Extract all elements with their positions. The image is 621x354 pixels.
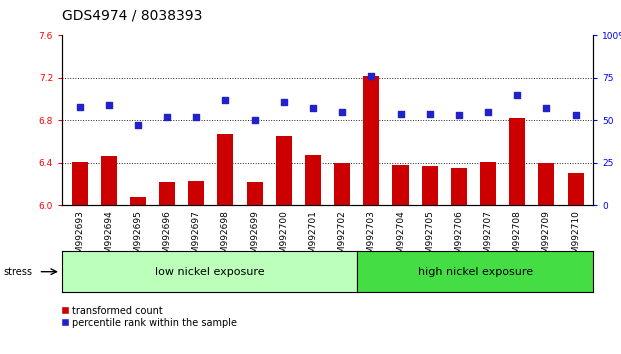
Point (396, 111, 406, 116)
Point (162, 114, 172, 120)
Point (366, 73, 376, 79)
Bar (276, 136, 292, 205)
Point (133, 122, 143, 128)
Point (337, 109, 347, 115)
Point (104, 102, 114, 108)
Point (191, 114, 201, 120)
Point (571, 113, 581, 118)
Point (220, 97, 230, 103)
Bar (217, 134, 233, 205)
Bar (422, 166, 438, 205)
Bar (71, 162, 88, 205)
Point (542, 105, 551, 111)
Text: stress: stress (3, 267, 32, 277)
Point (75, 104, 84, 110)
Point (279, 99, 289, 104)
Text: low nickel exposure: low nickel exposure (155, 267, 265, 277)
Bar (101, 156, 117, 205)
Bar (305, 155, 321, 205)
Bar (363, 76, 379, 205)
Point (483, 109, 493, 115)
Bar (480, 162, 496, 205)
Bar (334, 163, 350, 205)
Text: high nickel exposure: high nickel exposure (417, 267, 533, 277)
Bar (392, 165, 409, 205)
Bar (159, 182, 175, 205)
Point (250, 118, 260, 123)
Bar (247, 182, 263, 205)
Point (425, 111, 435, 116)
Bar (130, 197, 146, 205)
Bar (509, 118, 525, 205)
Legend: transformed count, percentile rank within the sample: transformed count, percentile rank withi… (61, 306, 237, 328)
Point (454, 113, 464, 118)
Point (308, 105, 318, 111)
Bar (568, 173, 584, 205)
Bar (188, 181, 204, 205)
Bar (451, 168, 467, 205)
Point (512, 92, 522, 98)
Text: GDS4974 / 8038393: GDS4974 / 8038393 (62, 9, 202, 23)
Bar (538, 163, 555, 205)
